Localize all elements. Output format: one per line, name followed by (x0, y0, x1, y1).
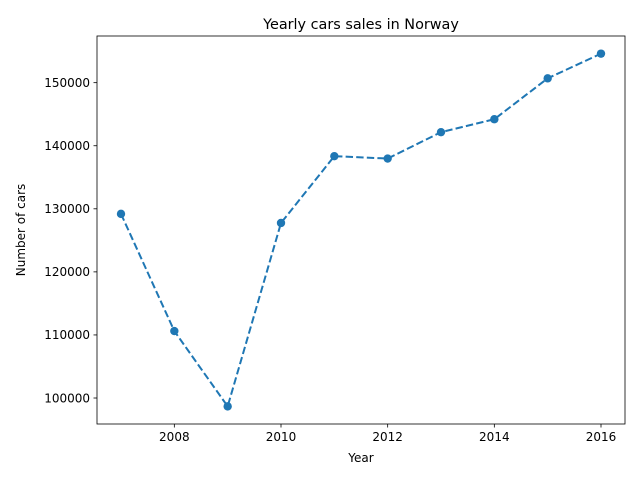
data-point (223, 402, 232, 411)
axes-frame (96, 35, 626, 425)
y-tick-label: 150000 (44, 76, 90, 90)
data-point (543, 74, 552, 83)
x-tick-label: 2010 (266, 430, 297, 444)
data-point (383, 154, 392, 163)
x-axis-label: Year (347, 451, 373, 465)
data-point (116, 209, 126, 219)
y-axis-label: Number of cars (14, 184, 28, 277)
data-point (490, 115, 499, 124)
y-tick-label: 120000 (44, 265, 90, 279)
y-tick-label: 100000 (44, 391, 90, 405)
data-point (276, 218, 286, 228)
data-point (170, 326, 179, 336)
series-line (120, 52, 602, 408)
x-tick-label: 2016 (586, 430, 617, 444)
x-tick-label: 2012 (372, 430, 403, 444)
data-point (436, 127, 446, 137)
data-point (596, 49, 606, 58)
y-tick-label: 110000 (44, 328, 90, 342)
plot-area: 2008 2010 2012 2014 2016 100000 110000 120000 13… (44, 35, 626, 444)
x-tick-label: 2008 (159, 430, 190, 444)
chart-title: Yearly cars sales in Norway (262, 17, 459, 33)
x-tick-label: 2014 (479, 430, 510, 444)
data-point (330, 151, 339, 161)
y-tick-label: 130000 (44, 202, 90, 216)
y-tick-label: 140000 (44, 139, 90, 153)
